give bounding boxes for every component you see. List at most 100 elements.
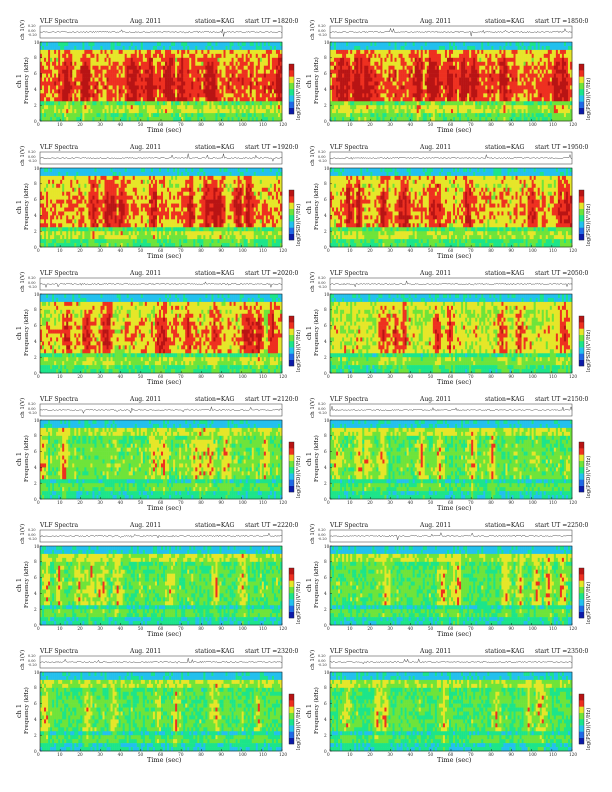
- x-tick-label: 120: [569, 248, 577, 253]
- y-tick-label: 0: [324, 245, 327, 250]
- top-tick-label: -0.20: [28, 537, 37, 542]
- y-tick-label: 0: [34, 749, 37, 754]
- x-tick-label: 0: [327, 752, 330, 757]
- x-tick-label: 60: [448, 752, 453, 757]
- top-tick-label: 0.00: [28, 407, 36, 412]
- panel-date: Aug. 2011: [130, 522, 161, 529]
- timeseries-line: [39, 29, 283, 37]
- x-tick-label: 60: [158, 500, 163, 505]
- x-tick-label: 70: [178, 626, 183, 631]
- y-tick-label: 6: [34, 701, 37, 706]
- x-tick-label: 40: [408, 500, 413, 505]
- x-tick-label: 40: [408, 122, 413, 127]
- x-tick-label: 30: [98, 248, 103, 253]
- timeseries-strip: [39, 277, 283, 291]
- x-tick-label: 80: [198, 374, 203, 379]
- x-tick-label: 40: [118, 248, 123, 253]
- panel-date: Aug. 2011: [420, 396, 451, 403]
- spectrogram: [330, 420, 573, 500]
- panel-date: Aug. 2011: [130, 18, 161, 25]
- panel-station: station=KAG: [485, 144, 524, 151]
- panel-date: Aug. 2011: [130, 144, 161, 151]
- x-tick-label: 50: [138, 122, 143, 127]
- top-tick-label: -0.20: [318, 411, 327, 416]
- y-tick-label: 0: [324, 119, 327, 124]
- x-tick-label: 120: [279, 374, 287, 379]
- x-tick-label: 0: [37, 752, 40, 757]
- panel-station: station=KAG: [485, 396, 524, 403]
- top-tick-label: 0.00: [318, 281, 326, 286]
- x-tick-label: 60: [448, 374, 453, 379]
- x-tick-label: 120: [569, 374, 577, 379]
- x-tick-label: 70: [468, 626, 473, 631]
- y-tick-label: 10: [324, 166, 329, 171]
- timeseries-strip: [329, 277, 573, 291]
- x-tick-label: 40: [118, 374, 123, 379]
- y-tick-label: 2: [34, 481, 37, 486]
- x-tick-label: 60: [448, 500, 453, 505]
- y-tick-label: 4: [324, 465, 327, 470]
- x-tick-label: 110: [549, 374, 557, 379]
- x-tick-label: 20: [367, 752, 372, 757]
- x-tick-label: 30: [388, 626, 393, 631]
- x-tick-label: 70: [178, 500, 183, 505]
- x-tick-label: 80: [488, 752, 493, 757]
- colorbar: [578, 63, 585, 115]
- y-tick-label: 8: [34, 559, 37, 564]
- x-tick-label: 110: [549, 122, 557, 127]
- x-tick-label: 20: [367, 248, 372, 253]
- x-tick-label: 90: [509, 626, 514, 631]
- y-tick-label: 10: [324, 418, 329, 423]
- timeseries-line: [329, 658, 573, 665]
- x-tick-label: 0: [327, 626, 330, 631]
- y-tick-label: 8: [324, 55, 327, 60]
- x-tick-label: 110: [549, 752, 557, 757]
- x-tick-label: 90: [509, 374, 514, 379]
- y-tick-label: 2: [324, 733, 327, 738]
- panel-title-left: VLF Spectra: [40, 396, 78, 403]
- y-tick-label: 6: [34, 575, 37, 580]
- y-tick-label: 8: [324, 433, 327, 438]
- y-tick-label: 6: [34, 197, 37, 202]
- x-tick-label: 100: [529, 500, 537, 505]
- x-tick-label: 120: [279, 626, 287, 631]
- y-tick-label: 4: [34, 717, 37, 722]
- x-tick-label: 0: [327, 122, 330, 127]
- panel-title-left: VLF Spectra: [330, 648, 368, 655]
- x-tick-label: 80: [488, 248, 493, 253]
- x-tick-label: 50: [428, 248, 433, 253]
- y-tick-label: 10: [34, 292, 39, 297]
- top-tick-label: -0.20: [28, 663, 37, 668]
- x-tick-label: 10: [347, 248, 352, 253]
- timeseries-line: [329, 27, 573, 37]
- top-tick-label: -0.20: [318, 33, 327, 38]
- x-tick-label: 30: [388, 122, 393, 127]
- y-tick-label: 4: [34, 339, 37, 344]
- top-tick-label: 0.20: [318, 402, 326, 407]
- x-tick-label: 10: [347, 374, 352, 379]
- x-tick-label: 100: [529, 248, 537, 253]
- x-tick-label: 30: [98, 122, 103, 127]
- top-tick-label: 0.00: [318, 533, 326, 538]
- y-tick-label: 2: [34, 355, 37, 360]
- x-tick-label: 30: [98, 500, 103, 505]
- colorbar: [578, 189, 585, 241]
- top-tick-label: 0.00: [28, 29, 36, 34]
- xlabel: Time (sec): [147, 505, 181, 512]
- y-tick-label: 10: [324, 544, 329, 549]
- x-tick-label: 90: [219, 122, 224, 127]
- panel-title-left: VLF Spectra: [330, 18, 368, 25]
- y-tick-label: 8: [324, 307, 327, 312]
- spectrogram: [330, 168, 573, 248]
- y-tick-label: 2: [34, 103, 37, 108]
- y-tick-label: 8: [324, 559, 327, 564]
- colorbar: [578, 315, 585, 367]
- x-tick-label: 80: [488, 626, 493, 631]
- panel-start-ut: start UT =2220:0: [245, 522, 298, 529]
- x-tick-label: 100: [529, 374, 537, 379]
- panel-date: Aug. 2011: [420, 270, 451, 277]
- y-tick-label: 2: [324, 103, 327, 108]
- y-tick-label: 4: [34, 87, 37, 92]
